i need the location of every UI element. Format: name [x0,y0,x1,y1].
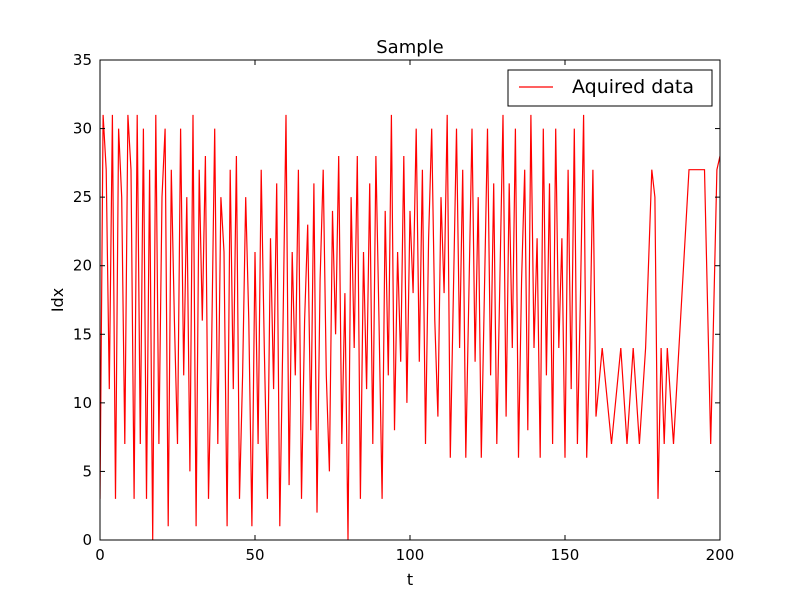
x-tick-label: 50 [245,546,264,564]
y-tick-label: 25 [73,188,92,206]
legend-box [507,69,713,107]
x-axis: 0 50 100 150 200 [95,60,734,564]
chart-title: Sample [376,37,444,58]
y-axis: 0 5 10 15 20 25 30 35 [73,51,720,549]
legend-label: Aquired data [572,76,694,98]
y-tick-label: 10 [73,394,92,412]
x-axis-label: t [407,570,413,589]
y-axis-label: Idx [48,288,67,312]
y-tick-label: 30 [73,120,92,138]
y-tick-label: 15 [73,325,92,343]
series-layer [100,114,720,540]
x-tick-label: 200 [706,546,735,564]
series-line-0 [100,114,720,540]
x-tick-label: 100 [396,546,425,564]
x-tick-label: 0 [95,546,105,564]
y-tick-label: 0 [82,531,92,549]
x-tick-label: 150 [551,546,580,564]
legend: Aquired data [507,69,713,107]
y-tick-label: 20 [73,257,92,275]
y-tick-label: 5 [82,462,92,480]
y-tick-label: 35 [73,51,92,69]
